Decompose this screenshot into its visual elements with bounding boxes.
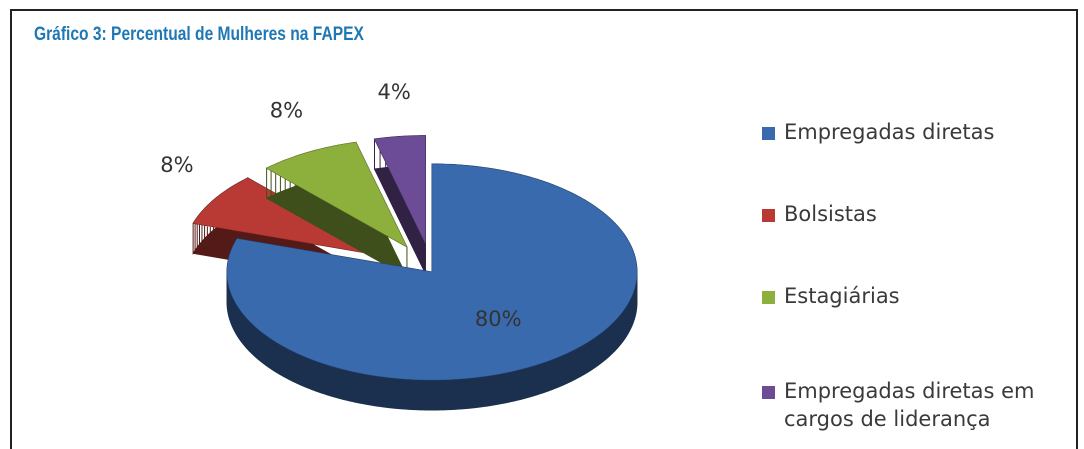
legend-label: Empregadas diretas: [784, 120, 995, 144]
legend-swatch: [762, 209, 775, 222]
frame: [10, 9, 1078, 449]
data-label: 4%: [377, 80, 410, 104]
slice: [266, 141, 408, 278]
data-label: 8%: [270, 98, 303, 122]
slice-top: [374, 135, 426, 244]
legend-label: Empregadas diretas em cargos de lideranç…: [784, 379, 1035, 431]
legend-label: Bolsistas: [784, 202, 877, 226]
legend-item: Bolsistas: [762, 200, 1082, 282]
legend: Empregadas diretas Bolsistas Estagiárias Em…: [762, 118, 1082, 449]
data-label: 8%: [160, 153, 193, 177]
chart-title: Gráfico 3: Percentual de Mulheres na FAP…: [34, 24, 364, 45]
legend-item: Empregadas diretas em cargos de lideranç…: [762, 377, 1082, 449]
legend-swatch: [762, 127, 775, 140]
slice-top: [266, 142, 408, 248]
legend-swatch: [762, 291, 775, 304]
legend-swatch: [762, 386, 775, 399]
legend-item: Empregadas diretas: [762, 118, 1082, 200]
slice: [226, 163, 638, 411]
slice: [374, 135, 426, 274]
legend-label: Estagiárias: [784, 284, 900, 308]
legend-item: Estagiárias: [762, 282, 1082, 377]
data-label: 80%: [475, 307, 522, 331]
slice-top: [226, 163, 638, 381]
